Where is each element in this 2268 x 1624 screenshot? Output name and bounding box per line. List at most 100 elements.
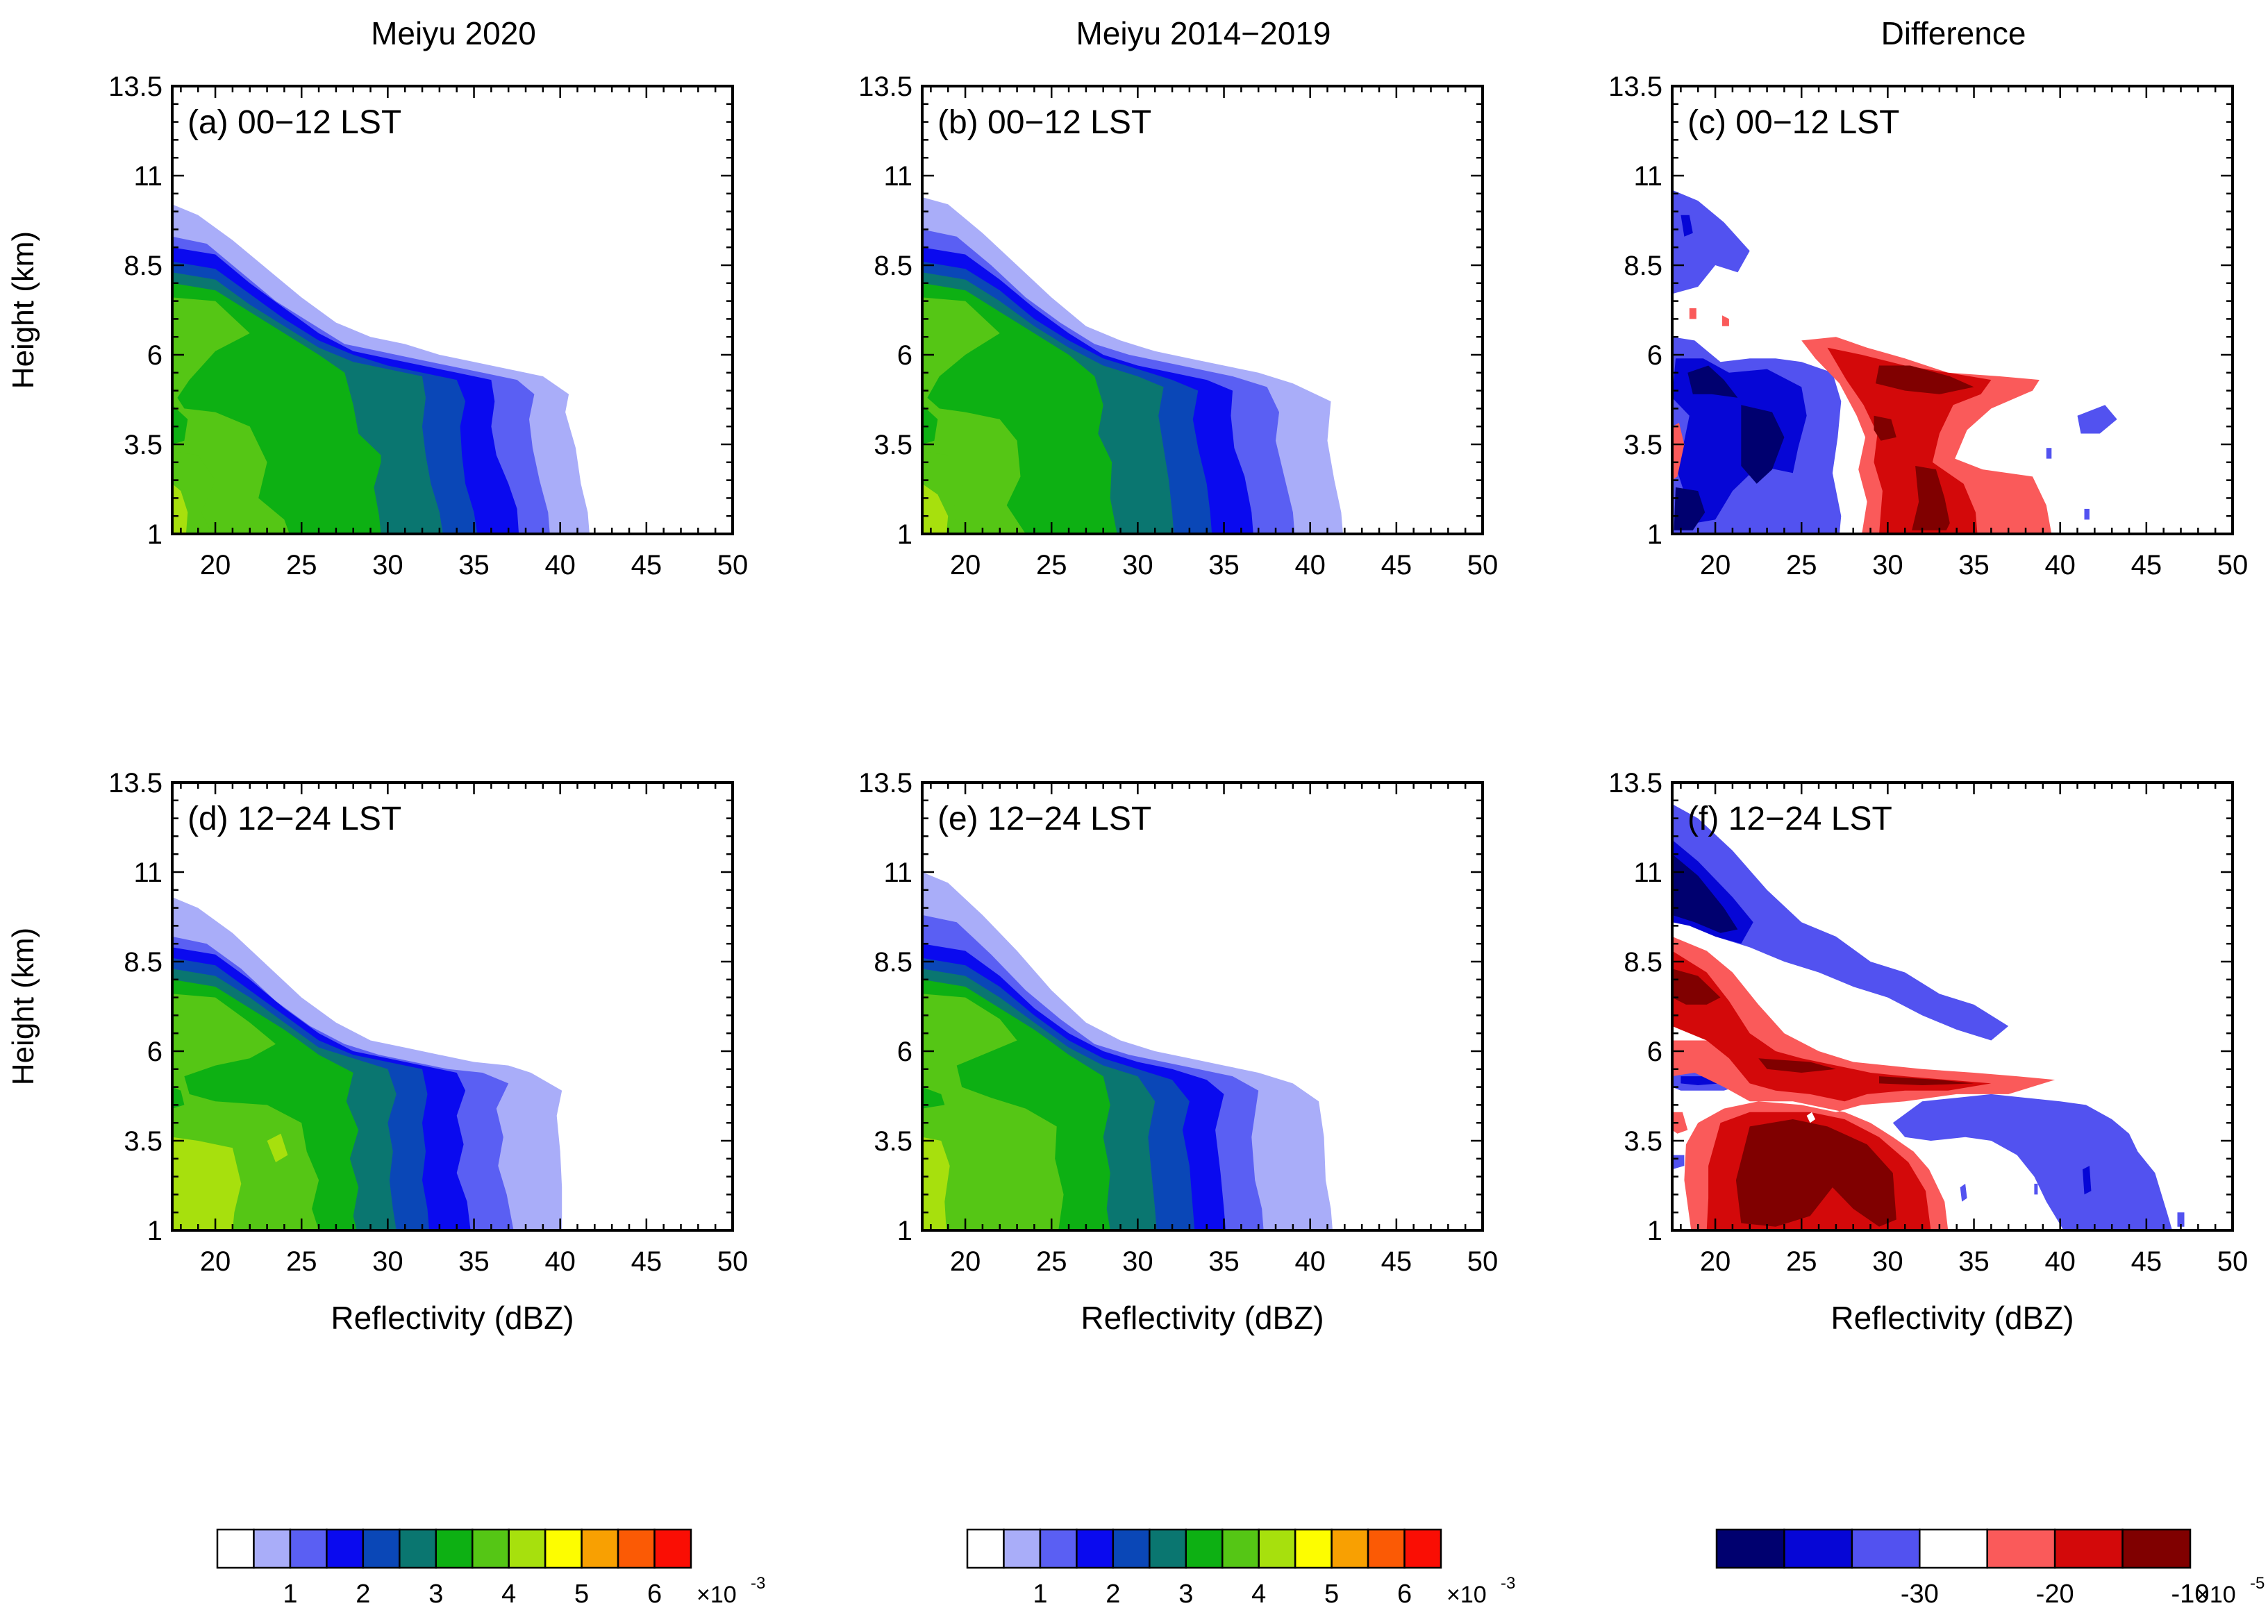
x-tick-label-b-20: 20 [950, 550, 981, 580]
colorbar-2-swatch-11 [1367, 1528, 1406, 1569]
x-axis-label-f: Reflectivity (dBZ) [1831, 1300, 2074, 1336]
colorbar-2-label-5: 6 [1397, 1580, 1412, 1609]
contour-region-e-6 [922, 994, 1064, 1230]
contour-region-f-14 [1806, 1112, 1816, 1123]
colorbar-3-swatch-5 [2053, 1528, 2124, 1569]
contour-region-f-8 [1672, 951, 1992, 1102]
y-tick-label-e-2: 6 [897, 1037, 912, 1067]
contour-region-c-12 [1672, 423, 1685, 480]
contour-region-c-9 [1876, 365, 1974, 394]
y-tick-label-c-1: 3.5 [1624, 430, 1662, 460]
colorbar-1-swatch-11 [617, 1528, 656, 1569]
colorbar-2-label-1: 2 [1106, 1580, 1120, 1609]
y-tick-label-d-5: 13.5 [108, 768, 162, 798]
y-axis-label-d: Height (km) [6, 928, 40, 1085]
colorbar-3-label-1: -20 [2036, 1580, 2074, 1609]
colorbar-1: 1 2 3 4 5 6 ×10 -3 [216, 1528, 765, 1609]
contour-region-c-4 [1687, 365, 1738, 398]
colorbar-3-swatch-0 [1715, 1528, 1785, 1569]
y-tick-label-a-4: 11 [133, 161, 162, 192]
colorbar-1-swatch-2 [289, 1528, 328, 1569]
colorbar-1-label-0: 1 [283, 1580, 297, 1609]
y-tick-label-b-0: 1 [897, 519, 912, 550]
y-tick-label-b-2: 6 [897, 340, 912, 371]
x-tick-label-a-20: 20 [200, 550, 231, 580]
colorbar-3-label-0: -30 [1901, 1580, 1939, 1609]
contour-region-e-8 [922, 1137, 950, 1230]
x-tick-label-c-20: 20 [1700, 550, 1731, 580]
contour-region-d-9 [267, 1133, 288, 1162]
colorbar-2-multiplier: ×10 [1446, 1582, 1487, 1608]
colorbar-2-swatch-8 [1258, 1528, 1296, 1569]
x-tick-label-e-35: 35 [1208, 1246, 1240, 1277]
y-tick-label-c-2: 6 [1647, 340, 1662, 371]
colorbar-1-swatch-12 [653, 1528, 692, 1569]
colorbar-1-label-5: 6 [647, 1580, 662, 1609]
x-tick-label-b-30: 30 [1122, 550, 1153, 580]
x-tick-label-b-50: 50 [1467, 550, 1499, 580]
contour-region-f-15 [1672, 1112, 1688, 1134]
colorbar-2-swatch-12 [1403, 1528, 1442, 1569]
contour-fills-e [922, 872, 1333, 1230]
contour-fills-f [1672, 804, 2185, 1230]
contour-region-f-13 [1735, 1119, 1896, 1227]
panel-label-d: (d) 12−24 LST [187, 801, 401, 837]
x-tick-label-b-35: 35 [1208, 550, 1240, 580]
panel-label-a: (a) 00−12 LST [187, 104, 401, 141]
x-tick-label-e-45: 45 [1381, 1246, 1412, 1277]
x-tick-label-f-40: 40 [2044, 1246, 2076, 1277]
x-tick-label-b-45: 45 [1381, 550, 1412, 580]
colorbar-1-multiplier: ×10 [697, 1582, 737, 1608]
y-tick-label-e-5: 13.5 [858, 768, 912, 798]
colorbar-1-label-2: 3 [428, 1580, 443, 1609]
y-tick-label-c-3: 8.5 [1624, 251, 1662, 281]
plot-frame-d [171, 781, 734, 1232]
contour-region-c-6 [1674, 487, 1706, 530]
y-tick-label-c-0: 1 [1647, 519, 1662, 550]
x-tick-label-f-30: 30 [1872, 1246, 1903, 1277]
contour-region-c-11 [1912, 466, 1950, 530]
y-tick-label-a-0: 1 [147, 519, 162, 550]
colorbar-2-swatch-3 [1076, 1528, 1115, 1569]
colorbar-1-label-3: 4 [501, 1580, 516, 1609]
contour-region-b-9 [922, 483, 949, 534]
x-tick-label-a-30: 30 [372, 550, 403, 580]
colorbar-2-swatch-5 [1149, 1528, 1187, 1569]
colorbar-2-swatch-1 [1003, 1528, 1042, 1569]
x-tick-label-d-20: 20 [200, 1246, 231, 1277]
x-tick-label-b-40: 40 [1294, 550, 1326, 580]
colorbar-3-label-2: -10 [2171, 1580, 2210, 1609]
colorbar-2-label-4: 5 [1324, 1580, 1339, 1609]
contour-region-f-17 [1960, 1183, 1967, 1202]
y-tick-label-e-3: 8.5 [874, 947, 912, 978]
x-tick-label-d-40: 40 [544, 1246, 576, 1277]
x-tick-label-f-35: 35 [1958, 1246, 1990, 1277]
x-tick-label-e-40: 40 [1294, 1246, 1326, 1277]
x-tick-label-a-45: 45 [631, 550, 662, 580]
plot-frame-a [171, 85, 734, 535]
x-tick-label-a-50: 50 [717, 550, 749, 580]
x-tick-label-d-45: 45 [631, 1246, 662, 1277]
colorbar-2-label-0: 1 [1033, 1580, 1047, 1609]
colorbar-1-swatch-5 [399, 1528, 437, 1569]
x-tick-label-d-25: 25 [286, 1246, 317, 1277]
colorbar-3: -30-20-10102030×10-5 [1715, 1528, 2265, 1609]
column-title-1: Meiyu 2020 [371, 15, 536, 51]
x-tick-label-c-45: 45 [2131, 550, 2162, 580]
y-tick-label-f-1: 3.5 [1624, 1126, 1662, 1157]
contour-region-c-0 [1672, 190, 1750, 294]
x-tick-label-d-35: 35 [458, 1246, 490, 1277]
y-axis-label-a: Height (km) [6, 231, 40, 389]
contour-region-f-19 [2177, 1212, 2185, 1227]
contour-region-a-7 [172, 405, 188, 444]
contour-fills-d [172, 897, 562, 1230]
colorbar-1-swatch-0 [216, 1528, 255, 1569]
x-tick-label-c-50: 50 [2217, 550, 2249, 580]
contour-region-c-13 [1722, 315, 1729, 326]
contour-region-c-14 [1689, 308, 1696, 319]
colorbar-1-label-4: 5 [574, 1580, 589, 1609]
x-tick-label-a-25: 25 [286, 550, 317, 580]
contour-region-c-15 [2077, 405, 2117, 434]
